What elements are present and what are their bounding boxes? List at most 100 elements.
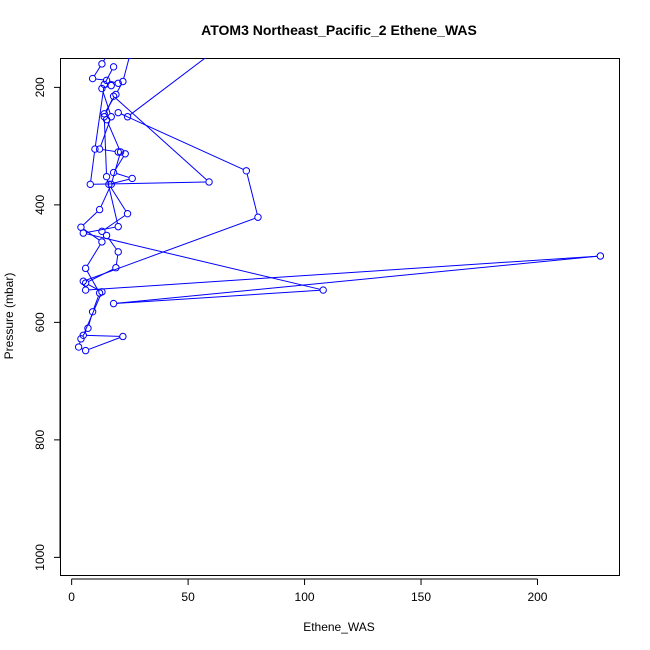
y-tick-label: 1000 (33, 544, 47, 571)
series-segment (103, 119, 107, 174)
data-point (109, 168, 118, 177)
data-point (100, 80, 108, 89)
series-segment (84, 294, 102, 333)
y-axis: 200 400 600 800 1000 (33, 77, 61, 571)
data-series (79, 50, 605, 308)
data-point (119, 332, 127, 341)
series-segment (120, 113, 244, 170)
series-segment (107, 122, 120, 150)
data-point (128, 174, 136, 183)
series-segment (111, 178, 130, 185)
series-segment (100, 187, 111, 207)
series-segment (88, 255, 598, 291)
data-point (98, 227, 106, 236)
data-point (84, 324, 92, 332)
data-point (119, 77, 127, 86)
plot-area-frame (60, 58, 620, 576)
data-point (102, 172, 111, 181)
data-point (79, 229, 87, 237)
data-point (91, 145, 99, 153)
x-tick-label: 150 (411, 590, 431, 604)
data-point (109, 299, 118, 308)
data-point (116, 148, 125, 156)
data-point (107, 81, 115, 90)
series-segment (115, 254, 119, 265)
data-point (123, 209, 132, 218)
series-segment (102, 91, 111, 114)
data-point (596, 252, 605, 260)
y-tick-label: 200 (33, 77, 47, 97)
data-point (109, 63, 118, 71)
data-point (319, 286, 327, 294)
data-point (205, 178, 213, 186)
series-segment (82, 211, 98, 226)
series-segment (93, 181, 206, 185)
data-point (95, 205, 104, 214)
y-axis-label: Pressure (mbar) (2, 273, 16, 360)
series-segment (108, 237, 117, 250)
data-point (114, 108, 122, 117)
x-axis: 0 50 100 150 200 (68, 578, 548, 604)
x-tick-label: 50 (181, 590, 195, 604)
data-point (112, 90, 120, 99)
series-segment (82, 330, 87, 337)
series-segment (100, 119, 111, 147)
series-segment (94, 87, 105, 146)
series-segment (88, 337, 121, 350)
series-segment (104, 215, 126, 230)
series-segment (86, 226, 116, 233)
data-point (127, 58, 133, 59)
data-series (74, 49, 136, 355)
data-point (123, 113, 132, 121)
series-segment (105, 98, 113, 115)
data-point (95, 145, 104, 153)
data-point (121, 150, 129, 158)
data-point (254, 213, 262, 221)
data-point (74, 343, 83, 351)
data-point (98, 84, 106, 93)
series-segment (90, 152, 96, 182)
x-tick-label: 100 (295, 590, 315, 604)
x-tick-label: 0 (68, 590, 75, 604)
series-segment (114, 156, 124, 171)
data-point (114, 79, 122, 87)
y-tick-label: 400 (33, 195, 47, 215)
data-point (79, 277, 87, 285)
data-point (114, 248, 122, 256)
data-point (98, 60, 106, 68)
data-point (88, 74, 97, 83)
data-point (81, 286, 90, 294)
series-segment (86, 244, 101, 266)
series-segment (116, 173, 130, 178)
data-point (242, 167, 251, 175)
series-segment (109, 80, 116, 83)
series-segment (116, 255, 598, 304)
data-point (102, 76, 111, 85)
data-point (106, 49, 112, 55)
y-tick-label: 600 (33, 312, 47, 332)
data-point (109, 92, 118, 100)
series-segment (93, 66, 101, 77)
data-point (79, 331, 87, 339)
series-segment (123, 58, 130, 79)
data-point (208, 50, 214, 56)
series-segment (105, 69, 113, 82)
series-segment (95, 78, 104, 81)
series-segment (129, 58, 207, 116)
series-segment (93, 295, 99, 309)
series-segment (115, 97, 208, 181)
series-segment (116, 289, 321, 304)
x-axis-label: Ethene_WAS (303, 620, 375, 634)
data-point (86, 180, 94, 189)
data-point (88, 308, 97, 316)
y-tick-label: 800 (33, 430, 47, 450)
series-segment (246, 173, 258, 215)
data-point (114, 148, 122, 156)
data-point (114, 222, 122, 231)
series-layer (74, 49, 605, 355)
series-segment (103, 58, 107, 62)
data-point (81, 346, 90, 355)
series-segment (102, 149, 116, 152)
data-point (81, 279, 90, 287)
